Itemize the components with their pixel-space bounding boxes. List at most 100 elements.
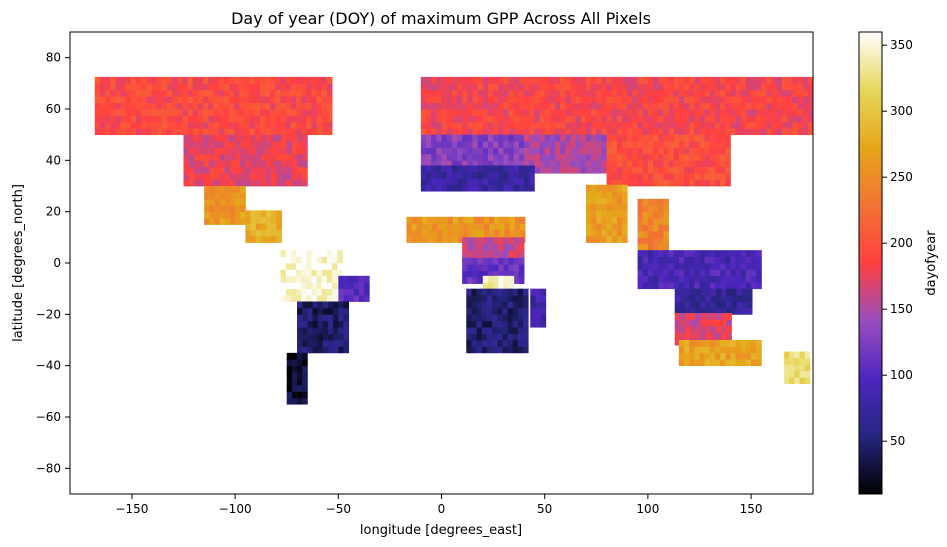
- heatmap-cell: [721, 307, 727, 315]
- heatmap-cell: [492, 327, 498, 334]
- heatmap-cell: [756, 282, 762, 290]
- heatmap-cell: [486, 333, 493, 341]
- heatmap-cell: [678, 96, 685, 103]
- heatmap-cell: [616, 141, 623, 148]
- heatmap-cell: [297, 179, 303, 187]
- heatmap-cell: [535, 295, 541, 302]
- colorbar-frame: [858, 31, 883, 495]
- heatmap-cell: [291, 134, 298, 142]
- heatmap-cell: [678, 102, 685, 110]
- heatmap-cell: [776, 76, 783, 84]
- heatmap-cell: [209, 134, 215, 142]
- heatmap-cell: [714, 134, 721, 142]
- heatmap-cell: [456, 171, 463, 179]
- heatmap-cell: [530, 314, 536, 322]
- heatmap-cell: [229, 179, 236, 187]
- heatmap-cell: [487, 270, 494, 278]
- heatmap-cell: [208, 128, 214, 136]
- heatmap-cell: [606, 128, 613, 136]
- heatmap-cell: [280, 115, 287, 123]
- heatmap-cell: [776, 109, 783, 116]
- heatmap-cell: [503, 89, 509, 97]
- heatmap-cell: [441, 89, 448, 97]
- heatmap-cell: [311, 256, 318, 264]
- heatmap-cell: [156, 128, 163, 136]
- heatmap-cell: [797, 83, 804, 91]
- heatmap-cell: [136, 109, 142, 116]
- heatmap-cell: [472, 243, 479, 251]
- heatmap-cell: [565, 109, 571, 116]
- heatmap-cell: [296, 102, 302, 110]
- heatmap-cell: [549, 153, 556, 161]
- heatmap-cell: [507, 346, 514, 354]
- heatmap-cell: [529, 153, 535, 161]
- heatmap-cell: [684, 160, 690, 168]
- heatmap-cell: [265, 96, 271, 103]
- heatmap-cell: [714, 153, 721, 161]
- heatmap-cell: [456, 102, 463, 110]
- heatmap-cell: [467, 141, 473, 148]
- heatmap-cell: [694, 352, 700, 360]
- heatmap-cell: [130, 109, 137, 116]
- heatmap-cell: [250, 153, 257, 161]
- heatmap-cell: [508, 282, 515, 290]
- heatmap-cell: [214, 192, 221, 200]
- heatmap-cell: [285, 275, 292, 283]
- heatmap-cell: [632, 179, 638, 187]
- heatmap-cell: [721, 319, 727, 327]
- heatmap-cell: [467, 264, 473, 272]
- heatmap-cell: [219, 198, 226, 206]
- heatmap-cell: [451, 165, 458, 173]
- heatmap-cell: [249, 121, 256, 129]
- heatmap-cell: [513, 277, 520, 284]
- heatmap-cell: [663, 173, 669, 180]
- heatmap-cell: [689, 256, 695, 264]
- heatmap-cell: [456, 184, 463, 192]
- heatmap-cell: [684, 179, 690, 187]
- heatmap-cell: [596, 223, 602, 231]
- heatmap-cell: [235, 211, 241, 219]
- heatmap-cell: [517, 340, 524, 347]
- heatmap-cell: [585, 83, 592, 91]
- heatmap-cell: [611, 197, 618, 205]
- heatmap-cell: [214, 205, 221, 213]
- heatmap-cell: [570, 160, 577, 168]
- heatmap-cell: [685, 301, 691, 309]
- heatmap-cell: [301, 275, 307, 283]
- heatmap-cell: [250, 173, 257, 180]
- heatmap-cell: [685, 295, 691, 302]
- heatmap-cell: [193, 166, 200, 174]
- heatmap-cell: [606, 109, 613, 116]
- heatmap-cell: [285, 250, 292, 257]
- heatmap-cell: [94, 96, 101, 103]
- heatmap-cell: [679, 295, 686, 302]
- heatmap-cell: [596, 89, 602, 97]
- heatmap-cell: [503, 147, 509, 155]
- heatmap-cell: [726, 301, 732, 309]
- heatmap-cell: [204, 198, 210, 206]
- heatmap-cell: [333, 301, 339, 309]
- heatmap-cell: [332, 263, 338, 270]
- heatmap-cell: [338, 314, 344, 322]
- heatmap-cell: [110, 102, 116, 110]
- heatmap-cell: [730, 76, 736, 84]
- heatmap-cell: [637, 121, 644, 129]
- heatmap-cell: [451, 134, 458, 142]
- heatmap-cell: [720, 96, 726, 103]
- heatmap-cell: [709, 263, 716, 270]
- heatmap-cell: [239, 102, 245, 110]
- heatmap-cell: [492, 314, 498, 322]
- heatmap-cell: [481, 307, 488, 315]
- heatmap-cell: [250, 223, 257, 231]
- heatmap-cell: [306, 250, 312, 257]
- heatmap-cell: [177, 83, 183, 91]
- heatmap-cell: [627, 134, 633, 142]
- heatmap-cell: [658, 211, 664, 219]
- heatmap-cell: [709, 134, 716, 142]
- heatmap-cell: [326, 115, 333, 123]
- heatmap-cell: [794, 370, 800, 378]
- heatmap-cell: [704, 263, 711, 270]
- heatmap-cell: [705, 332, 712, 340]
- heatmap-cell: [487, 160, 494, 168]
- heatmap-cell: [678, 269, 685, 277]
